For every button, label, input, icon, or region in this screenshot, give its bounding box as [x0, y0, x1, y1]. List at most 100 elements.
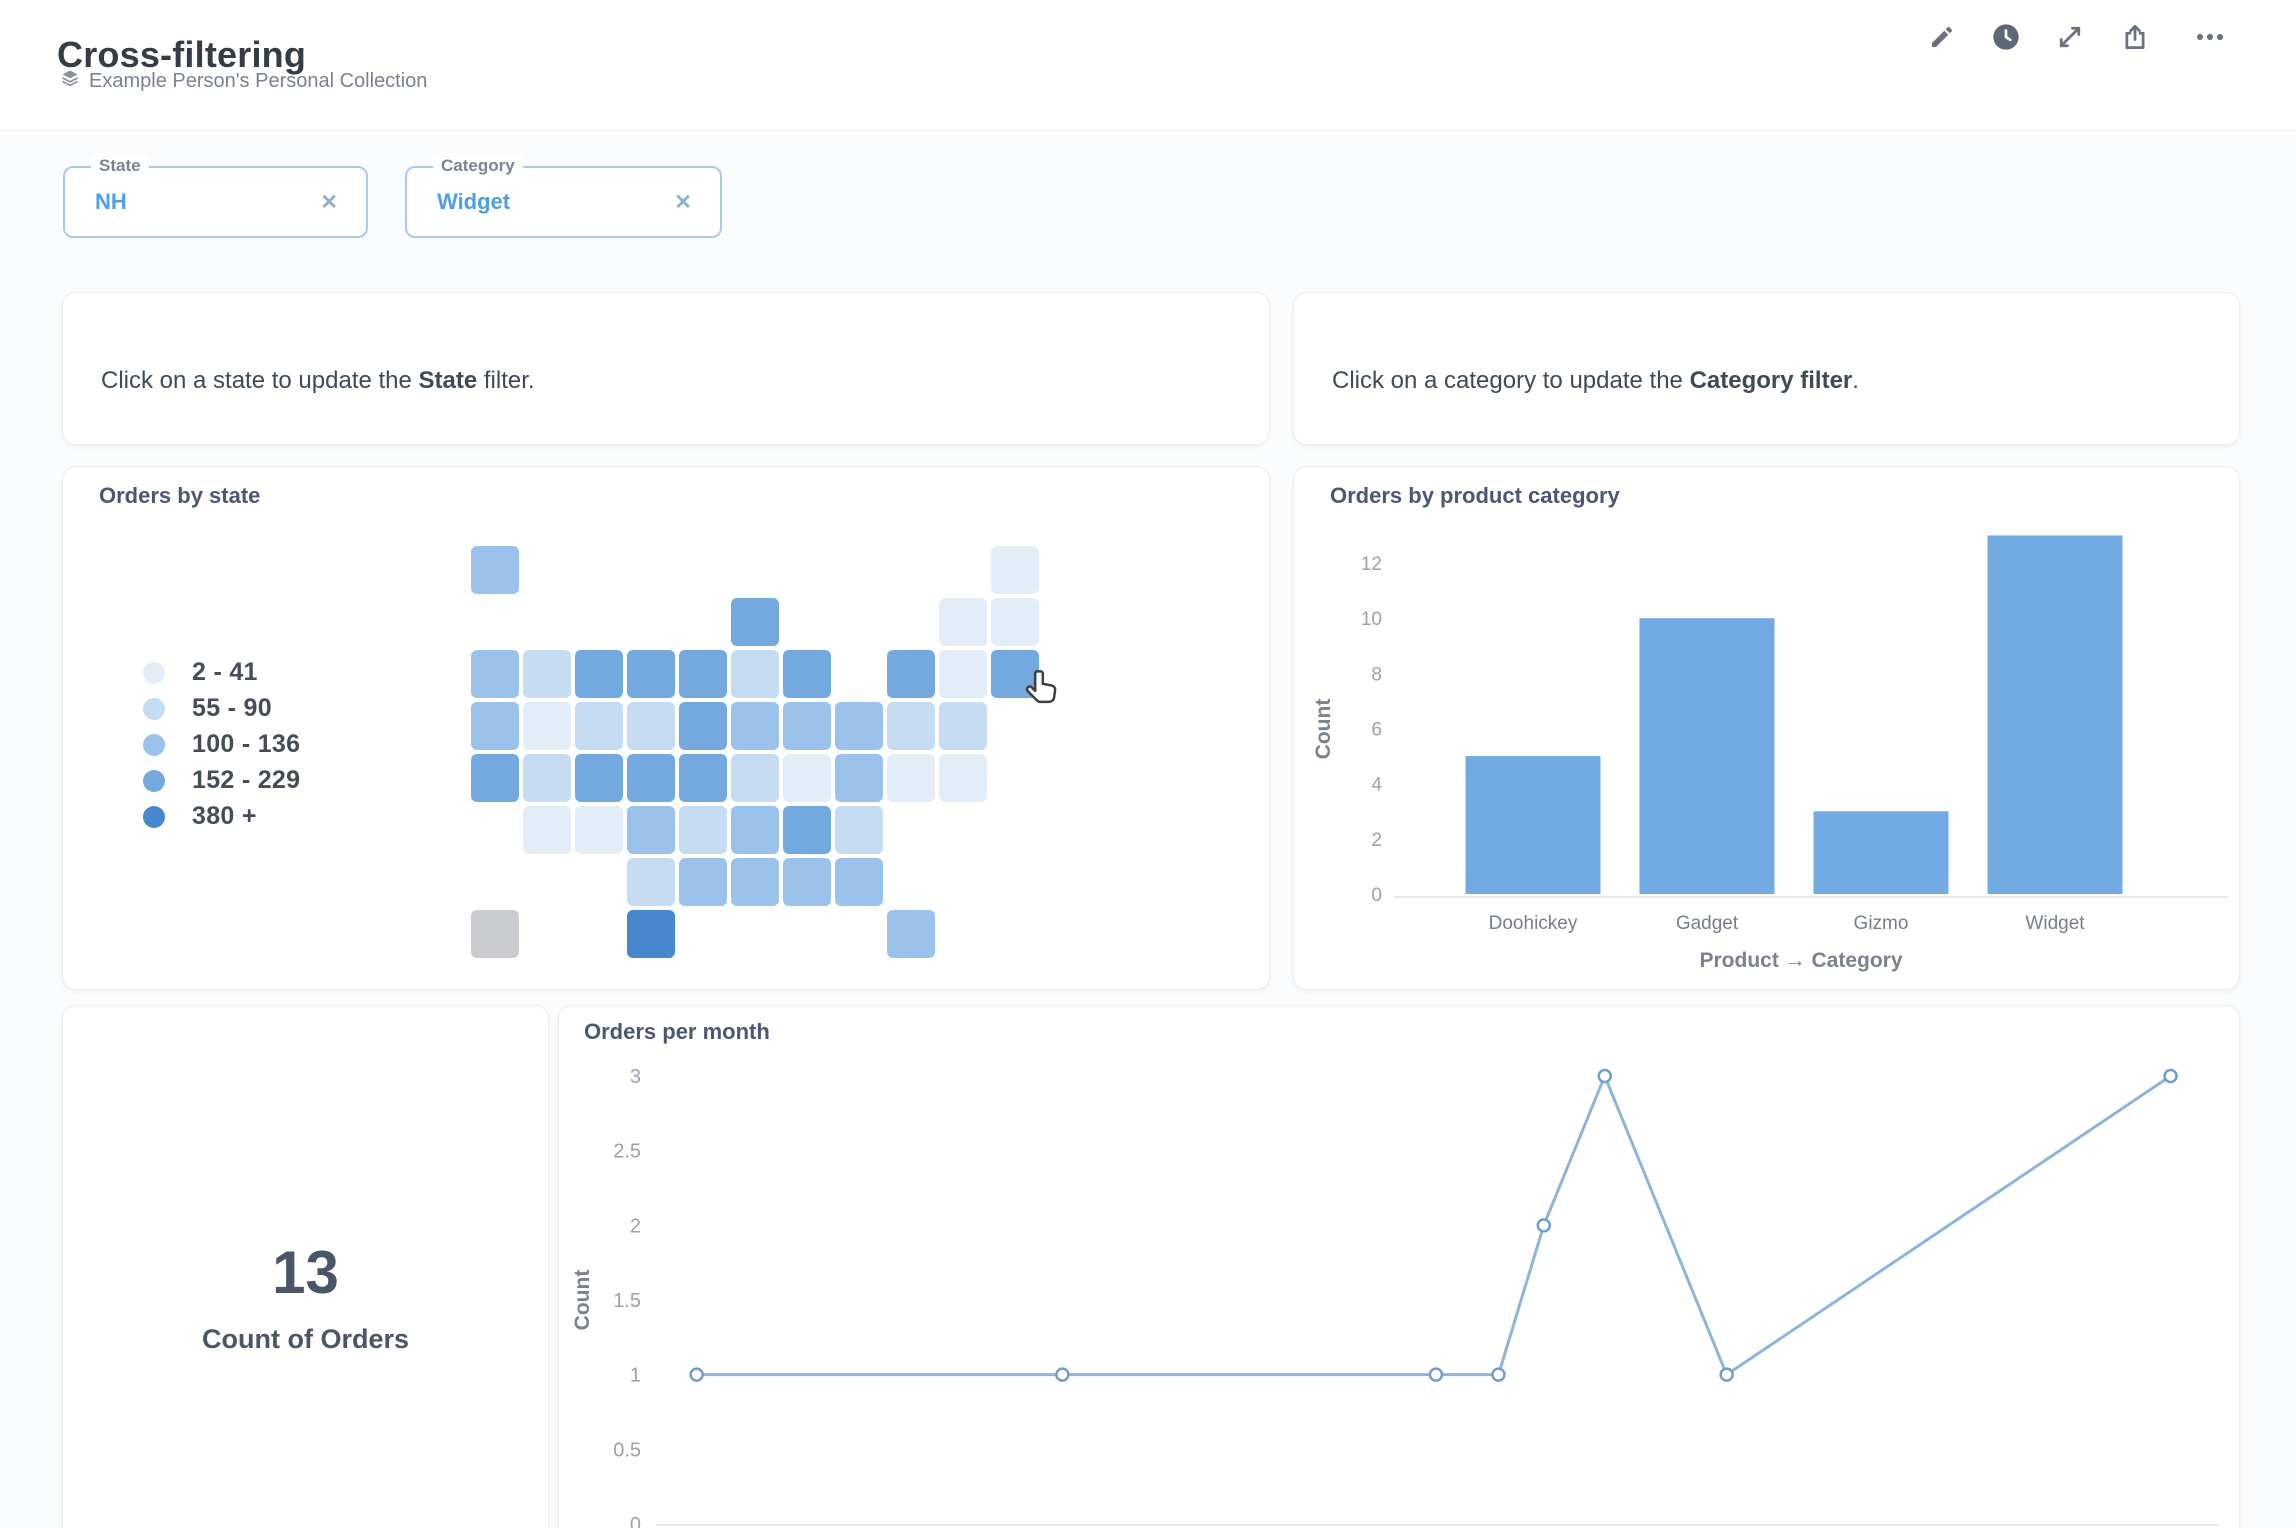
category-filter-value[interactable]: Widget: [437, 189, 511, 214]
collection-name: Example Person's Personal Collection: [89, 69, 428, 92]
state-tile-KS[interactable]: [627, 806, 675, 854]
category-filter-widget[interactable]: Category Widget ✕: [405, 156, 722, 238]
state-tile-SC[interactable]: [835, 806, 883, 854]
scalar-value[interactable]: 13: [272, 1239, 339, 1306]
state-tile-OH[interactable]: [783, 702, 831, 750]
state-tile-HI[interactable]: [471, 910, 519, 958]
legend-item: 100 - 136: [143, 730, 300, 758]
state-tile-IL[interactable]: [731, 650, 779, 698]
line-data-point[interactable]: [1719, 1367, 1734, 1382]
line-data-point[interactable]: [1536, 1218, 1552, 1233]
line-data-point[interactable]: [1597, 1068, 1612, 1084]
state-tile-RI[interactable]: [991, 650, 1039, 698]
count-of-orders-card: 13 Count of Orders: [62, 1005, 549, 1528]
state-tile-TX[interactable]: [627, 910, 675, 958]
state-tile-MD[interactable]: [887, 754, 935, 802]
fullscreen-expand-button[interactable]: [2048, 16, 2092, 60]
bar-gadget[interactable]: [1639, 618, 1775, 894]
state-tile-VA[interactable]: [835, 754, 883, 802]
state-tile-NJ[interactable]: [887, 702, 935, 750]
state-tile-MO[interactable]: [679, 754, 727, 802]
line-data-point[interactable]: [1491, 1367, 1506, 1382]
line-data-point[interactable]: [2163, 1068, 2178, 1084]
state-tile-LA[interactable]: [679, 858, 727, 906]
legend-item: 2 - 41: [143, 658, 300, 686]
fullscreen-expand-icon: [2055, 22, 2085, 55]
edit-pencil-button[interactable]: [1920, 16, 1964, 60]
orders-per-month-card: Orders per month 0 0.5 1 1.5 2 2.5 3 Count: [558, 1005, 2240, 1528]
state-filter-value[interactable]: NH: [95, 189, 127, 214]
state-tile-OR[interactable]: [471, 702, 519, 750]
state-hint-text: Click on a state to update the State fil…: [101, 367, 535, 394]
state-tile-NE[interactable]: [627, 754, 675, 802]
state-tile-AZ[interactable]: [523, 806, 571, 854]
state-tile-PA[interactable]: [835, 702, 883, 750]
state-tile-WY[interactable]: [575, 702, 623, 750]
line-y-tick-label: 3: [630, 1066, 641, 1088]
line-data-point[interactable]: [1428, 1367, 1444, 1382]
bar-x-category-label: Gizmo: [1854, 913, 1909, 934]
legend-dot: [143, 697, 165, 720]
state-tile-TN[interactable]: [731, 806, 779, 854]
state-tile-AK[interactable]: [471, 546, 519, 594]
state-tile-ME[interactable]: [991, 546, 1039, 594]
state-tile-AL[interactable]: [783, 858, 831, 906]
collection-breadcrumb[interactable]: Example Person's Personal Collection: [60, 68, 427, 94]
line-y-tick-label: 0: [630, 1514, 641, 1528]
bar-gizmo[interactable]: [1813, 811, 1949, 894]
state-tile-CA[interactable]: [471, 754, 519, 802]
bar-widget[interactable]: [1987, 535, 2123, 894]
state-filter-widget[interactable]: State NH ✕: [63, 156, 368, 238]
share-button[interactable]: [2113, 16, 2157, 60]
state-tile-ND[interactable]: [627, 650, 675, 698]
legend-label: 55 - 90: [192, 694, 272, 722]
state-tile-GA[interactable]: [835, 858, 883, 906]
map-card-title[interactable]: Orders by state: [99, 483, 261, 508]
state-tile-NH[interactable]: [991, 598, 1039, 646]
line-card-title[interactable]: Orders per month: [584, 1019, 770, 1044]
line-data-point[interactable]: [689, 1367, 704, 1382]
state-filter-clear-icon[interactable]: ✕: [314, 168, 344, 236]
state-tile-NM[interactable]: [575, 806, 623, 854]
state-tile-MT[interactable]: [575, 650, 623, 698]
state-tile-MN[interactable]: [679, 650, 727, 698]
state-tile-SD[interactable]: [627, 702, 675, 750]
history-clock-button[interactable]: [1984, 16, 2028, 60]
state-tile-ID[interactable]: [523, 650, 571, 698]
share-icon: [2120, 22, 2150, 55]
more-ellipsis-button[interactable]: [2188, 16, 2232, 60]
state-tile-CT[interactable]: [939, 702, 987, 750]
state-tile-UT[interactable]: [523, 754, 571, 802]
state-tile-NY[interactable]: [887, 650, 935, 698]
state-tile-DE[interactable]: [939, 754, 987, 802]
bar-doohickey[interactable]: [1465, 756, 1601, 894]
legend-label: 380 +: [192, 802, 257, 830]
text-card-category-hint: Click on a category to update the Catego…: [1293, 292, 2240, 445]
state-tile-VT[interactable]: [939, 598, 987, 646]
state-tile-MS[interactable]: [731, 858, 779, 906]
state-tile-MA[interactable]: [939, 650, 987, 698]
state-tile-KY[interactable]: [731, 754, 779, 802]
state-tile-IN[interactable]: [731, 702, 779, 750]
category-filter-clear-icon[interactable]: ✕: [668, 168, 698, 236]
state-tile-AR[interactable]: [679, 806, 727, 854]
state-tile-CO[interactable]: [575, 754, 623, 802]
state-tile-NC[interactable]: [783, 806, 831, 854]
category-bar-chart[interactable]: 0 2 4 6 8 10 12 Doohickey Gadget Gizmo Widget Produ…: [1294, 467, 2240, 990]
state-tile-MI[interactable]: [783, 650, 831, 698]
state-tile-NV[interactable]: [523, 702, 571, 750]
state-tile-WA[interactable]: [471, 650, 519, 698]
bar-card-title[interactable]: Orders by product category: [1330, 483, 1620, 508]
page-title: Cross-filtering: [57, 34, 307, 76]
state-tile-WV[interactable]: [783, 754, 831, 802]
legend-item: 380 +: [143, 802, 300, 830]
state-tile-IA[interactable]: [679, 702, 727, 750]
us-choropleth-map[interactable]: [63, 467, 1270, 990]
state-tile-FL[interactable]: [887, 910, 935, 958]
line-data-point[interactable]: [1055, 1367, 1070, 1382]
state-tile-OK[interactable]: [627, 858, 675, 906]
orders-line-chart[interactable]: 0 0.5 1 1.5 2 2.5 3 Count: [559, 1006, 2240, 1528]
orders-by-category-card: Orders by product category 0 2 4 6 8 10 12 Dooh…: [1293, 466, 2240, 990]
state-tile-WI[interactable]: [731, 598, 779, 646]
